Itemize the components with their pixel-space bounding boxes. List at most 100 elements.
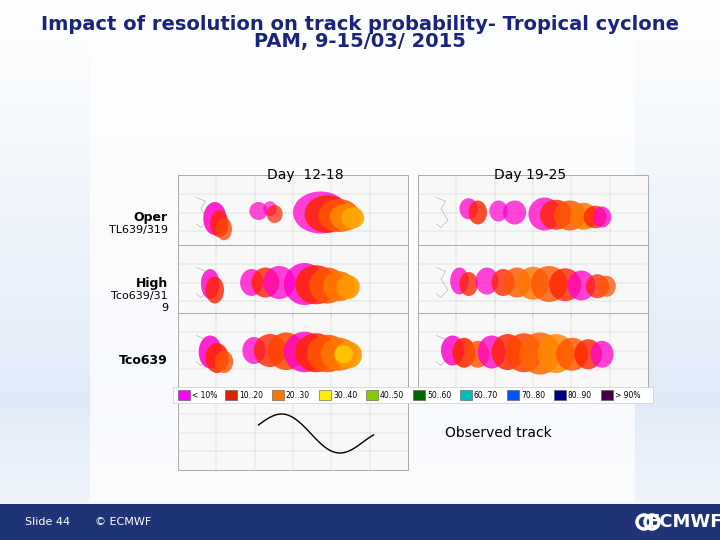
Text: Tco639/31: Tco639/31 <box>112 291 168 301</box>
Ellipse shape <box>475 267 498 294</box>
Text: PAM, 9-15/03/ 2015: PAM, 9-15/03/ 2015 <box>254 31 466 51</box>
Ellipse shape <box>575 339 602 369</box>
Bar <box>178 245 408 320</box>
Ellipse shape <box>570 202 598 230</box>
Ellipse shape <box>478 335 505 368</box>
Text: 10..20: 10..20 <box>239 390 263 400</box>
Ellipse shape <box>459 272 478 296</box>
Text: Observed track: Observed track <box>445 426 552 440</box>
Bar <box>178 313 408 388</box>
Bar <box>90 37 635 502</box>
Ellipse shape <box>216 218 232 240</box>
Text: ECMWF: ECMWF <box>647 513 720 531</box>
Ellipse shape <box>243 337 266 364</box>
Ellipse shape <box>469 200 487 225</box>
Bar <box>0 504 720 540</box>
Bar <box>418 313 648 388</box>
Ellipse shape <box>199 335 222 368</box>
Ellipse shape <box>203 202 226 235</box>
Ellipse shape <box>318 199 360 232</box>
Ellipse shape <box>210 210 229 237</box>
Bar <box>173 387 653 403</box>
Text: 80..90: 80..90 <box>568 390 592 400</box>
Ellipse shape <box>519 333 561 375</box>
Text: Day  12-18: Day 12-18 <box>266 168 343 182</box>
Ellipse shape <box>263 201 277 216</box>
Ellipse shape <box>584 206 606 228</box>
Ellipse shape <box>249 202 268 220</box>
Ellipse shape <box>254 334 286 367</box>
Text: 30..40: 30..40 <box>333 390 357 400</box>
Ellipse shape <box>295 333 337 372</box>
Ellipse shape <box>452 338 475 368</box>
Ellipse shape <box>540 200 572 230</box>
Ellipse shape <box>505 333 542 372</box>
Bar <box>460 390 472 400</box>
Ellipse shape <box>206 276 224 303</box>
Ellipse shape <box>201 269 220 299</box>
Text: 60..70: 60..70 <box>474 390 498 400</box>
Text: Impact of resolution on track probability- Tropical cyclone: Impact of resolution on track probabilit… <box>41 16 679 35</box>
Text: < 10%: < 10% <box>192 390 217 400</box>
Ellipse shape <box>309 267 346 303</box>
Ellipse shape <box>503 200 526 225</box>
Bar <box>418 245 648 320</box>
Text: 50..60: 50..60 <box>427 390 451 400</box>
Text: © ECMWF: © ECMWF <box>95 517 151 527</box>
Ellipse shape <box>334 341 362 368</box>
Ellipse shape <box>467 341 490 368</box>
Ellipse shape <box>263 266 295 299</box>
Text: Day 19-25: Day 19-25 <box>494 168 566 182</box>
Text: TL639/319: TL639/319 <box>109 225 168 235</box>
Ellipse shape <box>492 334 523 370</box>
Text: High: High <box>136 278 168 291</box>
Ellipse shape <box>268 333 305 370</box>
Ellipse shape <box>567 271 595 300</box>
Bar <box>507 390 519 400</box>
Ellipse shape <box>341 207 364 228</box>
Ellipse shape <box>490 200 508 221</box>
Ellipse shape <box>320 338 357 371</box>
Ellipse shape <box>538 334 575 373</box>
Ellipse shape <box>330 204 362 231</box>
Ellipse shape <box>517 267 549 300</box>
Ellipse shape <box>492 269 515 296</box>
Bar <box>272 390 284 400</box>
Bar <box>178 175 408 250</box>
Bar <box>413 390 425 400</box>
Text: 70..80: 70..80 <box>521 390 545 400</box>
Ellipse shape <box>586 274 609 298</box>
Ellipse shape <box>503 267 531 298</box>
Ellipse shape <box>305 195 351 233</box>
Ellipse shape <box>284 332 325 372</box>
Ellipse shape <box>441 335 464 366</box>
Ellipse shape <box>590 341 613 368</box>
Ellipse shape <box>459 198 478 219</box>
Ellipse shape <box>206 343 229 373</box>
Ellipse shape <box>450 267 469 294</box>
Ellipse shape <box>549 268 581 301</box>
Ellipse shape <box>593 206 611 227</box>
Ellipse shape <box>293 192 348 233</box>
Text: Oper: Oper <box>134 212 168 225</box>
Text: Tco639: Tco639 <box>120 354 168 367</box>
Ellipse shape <box>295 265 337 304</box>
Bar <box>418 175 648 250</box>
Ellipse shape <box>323 271 355 301</box>
Ellipse shape <box>334 345 353 363</box>
Ellipse shape <box>528 198 561 231</box>
Bar <box>178 395 408 470</box>
Ellipse shape <box>554 200 586 231</box>
Ellipse shape <box>284 263 325 305</box>
Ellipse shape <box>531 266 567 302</box>
Text: 9: 9 <box>161 303 168 313</box>
Text: 40..50: 40..50 <box>380 390 404 400</box>
Text: 20..30: 20..30 <box>286 390 310 400</box>
Bar <box>554 390 566 400</box>
Text: > 90%: > 90% <box>615 390 641 400</box>
Ellipse shape <box>307 335 348 372</box>
Ellipse shape <box>215 350 233 373</box>
Bar <box>601 390 613 400</box>
Bar <box>225 390 237 400</box>
Ellipse shape <box>251 267 279 298</box>
